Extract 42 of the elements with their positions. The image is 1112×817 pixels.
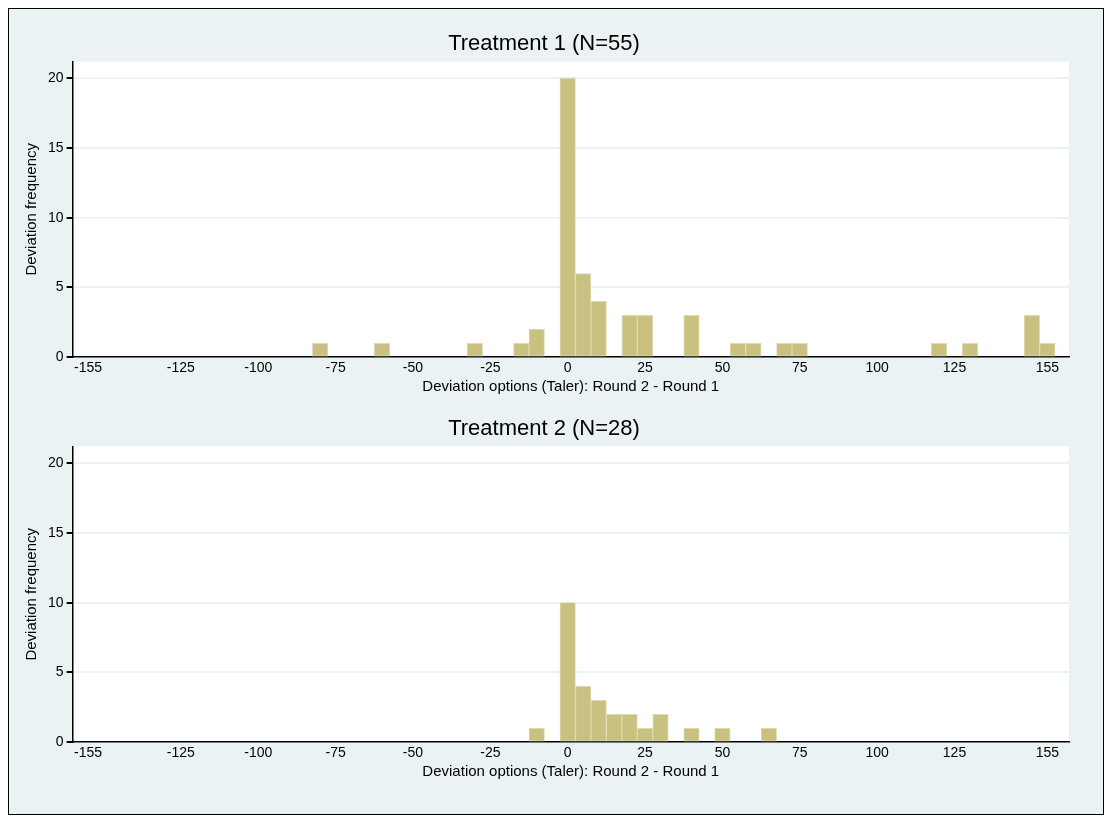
x-tick-label: -155 [74, 359, 103, 376]
y-axis-title: Deviation frequency [22, 527, 40, 661]
x-tick-label: 100 [865, 359, 890, 376]
x-tick-label: 100 [865, 744, 890, 761]
x-tick-label: -75 [325, 744, 346, 761]
x-tick-label: -50 [402, 359, 424, 376]
y-axis-title: Deviation frequency [22, 142, 40, 276]
y-tick-label: 15 [47, 523, 64, 540]
x-axis-title: Deviation options (Taler): Round 2 - Round 1 [422, 377, 720, 395]
x-tick-label: 50 [714, 744, 731, 761]
x-tick-label: -125 [166, 359, 196, 376]
y-tick-label: 20 [47, 454, 64, 470]
y-tick-label: 0 [55, 348, 64, 365]
chart-title: Treatment 2 (N=28) [448, 415, 640, 441]
x-tick-label: 25 [637, 359, 654, 376]
chart-title: Treatment 1 (N=55) [448, 30, 640, 56]
x-tick-label: -100 [244, 744, 273, 761]
x-tick-label: -125 [166, 744, 196, 761]
x-tick-label: 75 [791, 744, 808, 761]
x-tick-label: 50 [714, 359, 731, 376]
y-tick-label: 15 [47, 138, 64, 155]
x-tick-label: -25 [480, 359, 501, 376]
x-tick-label: -75 [325, 359, 346, 376]
y-tick-label: 0 [55, 733, 64, 750]
x-tick-label: 155 [1035, 744, 1060, 761]
x-tick-label: -100 [244, 359, 273, 376]
x-tick-label: -50 [402, 744, 424, 761]
x-tick-label: -155 [74, 744, 103, 761]
y-tick-label: 5 [55, 663, 64, 680]
x-tick-label: 75 [791, 359, 808, 376]
x-tick-label: 0 [563, 744, 572, 761]
x-tick-label: -25 [480, 744, 501, 761]
y-tick-label: 10 [47, 593, 64, 610]
x-axis-title: Deviation options (Taler): Round 2 - Round 1 [422, 762, 720, 780]
x-tick-label: 125 [942, 359, 967, 376]
x-tick-label: 25 [637, 744, 654, 761]
x-tick-label: 0 [563, 359, 572, 376]
x-tick-label: 125 [942, 744, 967, 761]
x-tick-label: 155 [1035, 359, 1060, 376]
y-tick-label: 5 [55, 278, 64, 295]
y-tick-label: 10 [47, 208, 64, 225]
y-tick-label: 20 [47, 69, 64, 85]
